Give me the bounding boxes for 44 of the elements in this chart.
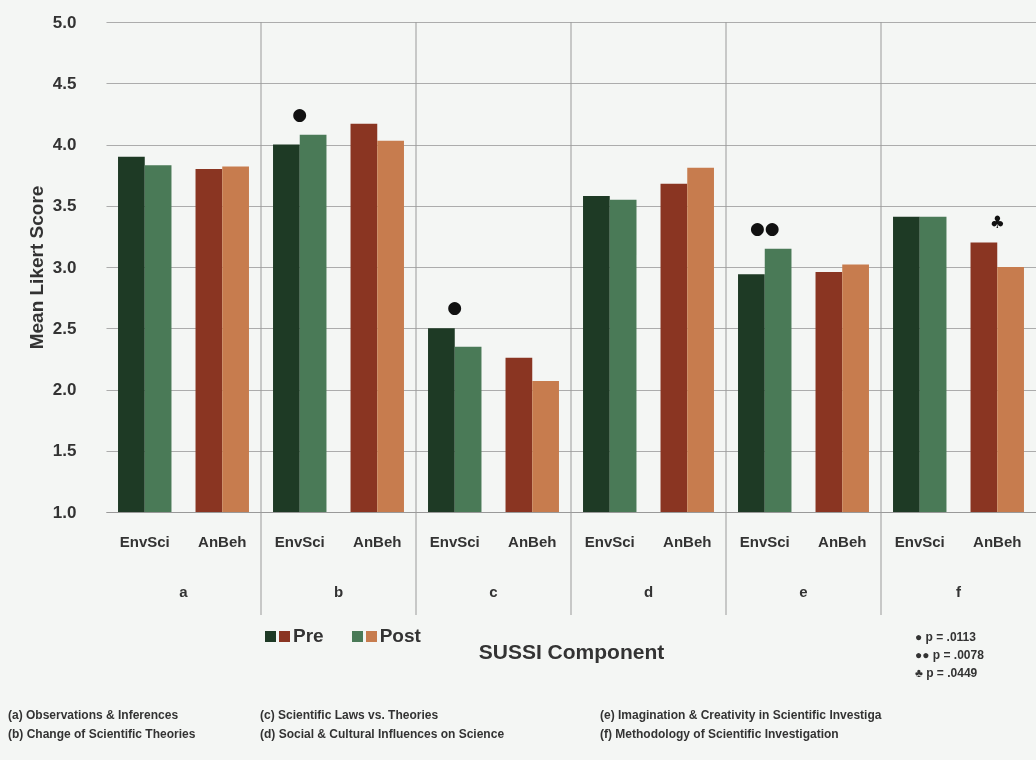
- text: ●● p = .0078: [915, 647, 984, 664]
- x-tick-label: AnBeh: [508, 532, 557, 550]
- annotation: ●●: [749, 217, 780, 238]
- text: (c) Scientific Laws vs. Theories: [260, 708, 439, 722]
- text: (a) Observations & Inferences: [8, 708, 179, 722]
- x-tick-label: AnBeh: [198, 532, 247, 550]
- legend-label: Post: [379, 625, 421, 646]
- annotation: ♣: [989, 211, 1005, 232]
- y-tick-label: 5.0: [52, 12, 77, 32]
- x-tick-label: AnBeh: [663, 532, 712, 550]
- annotation: ●: [447, 297, 463, 318]
- text: (f) Methodology of Scientific Investigation: [600, 727, 839, 741]
- y-tick-label: 1.0: [52, 502, 77, 522]
- y-tick-label: 2.0: [52, 380, 77, 399]
- x-tick-label: AnBeh: [353, 532, 402, 550]
- text: ● p = .0113: [915, 629, 977, 646]
- y-tick-label: 4.5: [52, 73, 77, 93]
- text: e: [799, 583, 808, 600]
- y-axis-title: Mean Likert Score: [25, 185, 47, 350]
- legend-label: Pre: [293, 625, 324, 646]
- text: d: [643, 583, 654, 600]
- x-tick-label: AnBeh: [818, 532, 867, 550]
- annotation: ●: [292, 103, 308, 124]
- y-tick-label: 4.0: [52, 135, 77, 154]
- x-tick-label: EnvSci: [274, 532, 325, 550]
- x-tick-label: EnvSci: [739, 532, 790, 550]
- text: (d) Social & Cultural Influences on Science: [260, 727, 505, 741]
- text: ♣ p = .0449: [915, 665, 979, 682]
- text: b: [333, 583, 344, 600]
- x-tick-label: EnvSci: [584, 532, 635, 550]
- text: c: [489, 583, 498, 600]
- y-tick-label: 3.0: [52, 257, 77, 277]
- y-tick-label: 1.5: [52, 441, 77, 461]
- x-axis-title: SUSSI Component: [478, 639, 665, 663]
- x-tick-label: EnvSci: [119, 532, 170, 550]
- text: a: [179, 583, 189, 600]
- text: (b) Change of Scientific Theories: [8, 727, 196, 741]
- x-tick-label: EnvSci: [894, 532, 945, 550]
- x-tick-label: AnBeh: [973, 532, 1022, 550]
- text: f: [956, 583, 962, 600]
- text: (e) Imagination & Creativity in Scientific Investiga: [600, 708, 882, 722]
- x-tick-label: EnvSci: [429, 532, 480, 550]
- y-tick-label: 3.5: [52, 196, 77, 216]
- y-tick-label: 2.5: [52, 318, 77, 338]
